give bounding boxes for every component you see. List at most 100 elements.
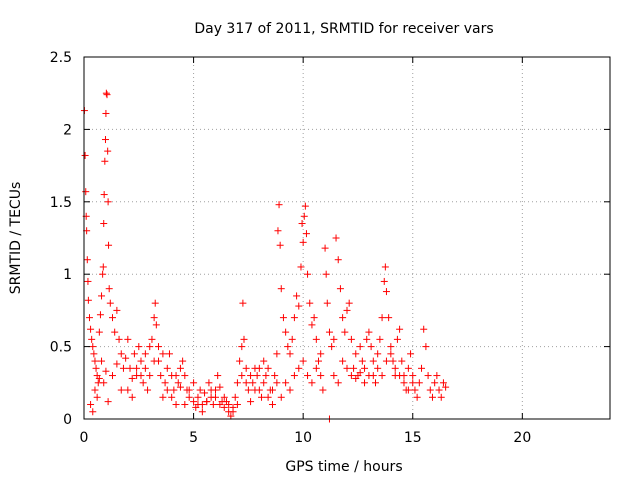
data-point: [81, 151, 89, 159]
data-point: [409, 372, 417, 380]
data-point: [437, 393, 445, 401]
data-point: [135, 343, 143, 351]
x-tick-label: 10: [294, 430, 312, 446]
data-point: [100, 191, 108, 199]
data-point: [330, 335, 338, 343]
data-point: [190, 398, 198, 406]
data-point: [365, 372, 373, 380]
data-point: [163, 386, 171, 394]
data-point: [141, 350, 149, 358]
data-point: [273, 350, 281, 358]
data-point: [151, 299, 159, 307]
data-point: [106, 299, 114, 307]
y-axis: 0 0.5 1 1.5 2 2.5: [50, 50, 610, 428]
data-point: [108, 314, 116, 322]
data-point: [225, 401, 233, 409]
data-point: [361, 364, 369, 372]
data-point: [168, 393, 176, 401]
data-point: [249, 379, 257, 387]
data-point: [92, 364, 100, 372]
data-point: [240, 335, 248, 343]
data-point: [124, 335, 132, 343]
data-point: [442, 383, 450, 391]
data-point: [236, 357, 244, 365]
data-point: [339, 357, 347, 365]
data-point: [103, 91, 111, 99]
y-tick-label: 2: [63, 122, 72, 138]
data-point: [258, 393, 266, 401]
data-point: [295, 302, 303, 310]
data-point: [233, 401, 241, 409]
data-point: [150, 357, 158, 365]
data-point: [389, 357, 397, 365]
data-point: [347, 372, 355, 380]
data-point: [227, 412, 235, 420]
data-point: [312, 364, 320, 372]
data-point: [323, 299, 331, 307]
data-point: [396, 325, 404, 333]
y-tick-label: 0: [63, 412, 72, 428]
data-point: [391, 364, 399, 372]
data-point: [382, 357, 390, 365]
data-point: [404, 364, 412, 372]
data-point: [85, 314, 93, 322]
data-point: [363, 335, 371, 343]
data-point: [356, 343, 364, 351]
data-point: [99, 270, 107, 278]
x-axis: 0 5 10 15 20: [80, 57, 531, 446]
data-point: [117, 350, 125, 358]
data-point: [293, 292, 301, 300]
data-point: [98, 357, 106, 365]
data-point: [325, 328, 333, 336]
data-point: [343, 306, 351, 314]
data-point: [104, 147, 112, 155]
data-point: [155, 343, 163, 351]
data-point: [133, 364, 141, 372]
x-tick-label: 15: [404, 430, 422, 446]
data-point: [146, 372, 154, 380]
data-point: [179, 357, 187, 365]
data-point: [371, 379, 379, 387]
data-point: [247, 398, 255, 406]
data-point: [194, 393, 202, 401]
data-point: [352, 350, 360, 358]
data-point: [298, 220, 306, 228]
data-point: [163, 364, 171, 372]
data-point: [82, 188, 90, 196]
data-point: [262, 372, 270, 380]
data-point: [247, 372, 255, 380]
data-point: [290, 372, 298, 380]
y-tick-label: 2.5: [50, 50, 72, 66]
y-tick-label: 0.5: [50, 340, 72, 356]
data-point: [113, 360, 121, 368]
data-point: [104, 398, 112, 406]
data-point: [209, 401, 217, 409]
data-point: [297, 263, 305, 271]
data-point: [367, 343, 375, 351]
data-point: [328, 343, 336, 351]
data-point: [439, 379, 447, 387]
data-point: [144, 386, 152, 394]
data-point: [231, 393, 239, 401]
data-point: [413, 393, 421, 401]
data-point: [435, 386, 443, 394]
data-point: [299, 357, 307, 365]
data-point: [117, 386, 125, 394]
data-point: [242, 364, 250, 372]
data-point: [137, 372, 145, 380]
data-point: [101, 136, 109, 144]
data-point: [381, 263, 389, 271]
data-point: [404, 386, 412, 394]
chart-title: Day 317 of 2011, SRMTID for receiver var…: [194, 21, 493, 37]
data-point: [322, 270, 330, 278]
data-point: [378, 314, 386, 322]
data-point: [310, 314, 318, 322]
data-point: [374, 350, 382, 358]
data-point: [146, 343, 154, 351]
data-point: [104, 198, 112, 206]
data-point: [387, 343, 395, 351]
data-point: [260, 379, 268, 387]
data-point: [220, 393, 228, 401]
data-point: [319, 386, 327, 394]
